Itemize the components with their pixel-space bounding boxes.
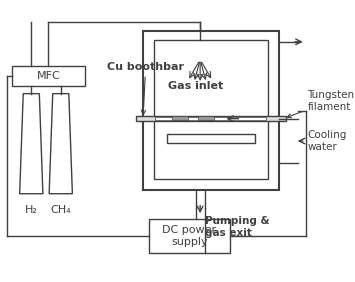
Text: Cu boothbar: Cu boothbar [107, 61, 184, 115]
Bar [198, 116, 214, 120]
Bar [12, 66, 85, 86]
Polygon shape [20, 94, 43, 194]
Text: MFC: MFC [36, 71, 60, 81]
Bar [136, 116, 286, 121]
Text: Cooling
water: Cooling water [307, 130, 347, 152]
Bar [149, 219, 230, 253]
Bar [167, 134, 255, 143]
Text: CH₄: CH₄ [50, 205, 71, 215]
Bar [154, 40, 268, 179]
Text: Pumping &
gas exit: Pumping & gas exit [204, 216, 269, 238]
Text: H₂: H₂ [25, 205, 38, 215]
Text: Gas inlet: Gas inlet [168, 81, 223, 91]
Bar [171, 116, 188, 120]
Bar [155, 117, 266, 120]
Polygon shape [49, 94, 72, 194]
Text: Tungsten
filament: Tungsten filament [287, 90, 355, 118]
Text: DC power
supply: DC power supply [162, 225, 217, 246]
Bar [143, 31, 279, 190]
